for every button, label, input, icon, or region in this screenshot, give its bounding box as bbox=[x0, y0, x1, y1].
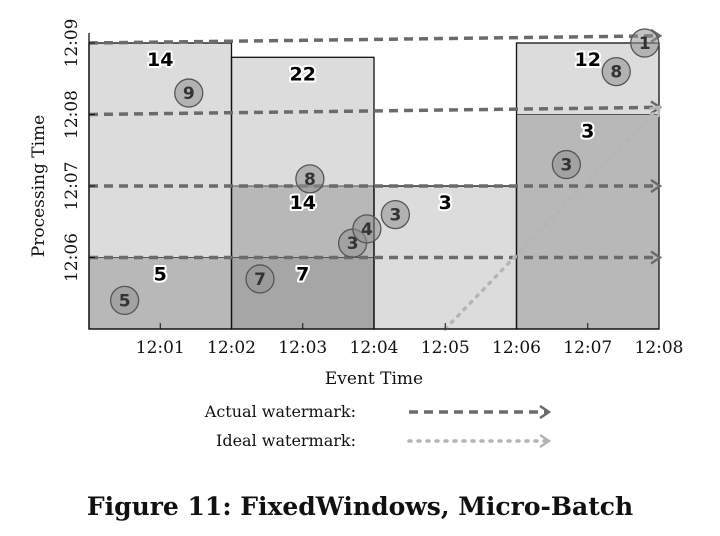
window-label: 3 bbox=[581, 121, 594, 143]
watermark-lines bbox=[88, 36, 659, 331]
data-point-value: 1 bbox=[639, 34, 651, 54]
data-point-value: 5 bbox=[119, 291, 131, 311]
actual-watermark-line bbox=[88, 36, 659, 45]
x-tick-label: 12:03 bbox=[278, 338, 327, 358]
window-label: 7 bbox=[296, 264, 309, 286]
window-label: 14 bbox=[147, 49, 173, 71]
data-point bbox=[174, 78, 204, 108]
window-pane bbox=[231, 57, 374, 186]
x-axis-title: Event Time bbox=[325, 369, 423, 389]
data-point-value: 3 bbox=[389, 206, 401, 226]
window-label: 22 bbox=[290, 63, 316, 85]
data-point bbox=[245, 264, 275, 294]
data-point-value: 3 bbox=[347, 234, 359, 254]
window-pane bbox=[516, 114, 659, 329]
data-point-value: 8 bbox=[610, 63, 622, 83]
x-tick-label: 12:04 bbox=[350, 338, 399, 358]
x-tick-label: 12:01 bbox=[136, 338, 185, 358]
window-pane bbox=[89, 43, 232, 258]
legend-label: Actual watermark: bbox=[204, 402, 356, 421]
window-label: 14 bbox=[290, 192, 316, 214]
window-panes bbox=[89, 43, 659, 329]
data-point-value: 9 bbox=[183, 84, 195, 104]
x-tick-label: 12:06 bbox=[492, 338, 541, 358]
figure-caption: Figure 11: FixedWindows, Micro-Batch bbox=[86, 492, 634, 521]
window-label: 3 bbox=[439, 192, 452, 214]
data-point-value: 3 bbox=[560, 156, 572, 176]
y-tick-label: 12:06 bbox=[62, 233, 82, 282]
window-label: 12 bbox=[575, 49, 601, 71]
window-pane bbox=[516, 43, 659, 115]
window-label: 5 bbox=[154, 264, 167, 286]
actual-watermark-line bbox=[88, 107, 659, 117]
legend: Actual watermark: Ideal watermark: bbox=[204, 402, 548, 450]
ideal-watermark-line bbox=[443, 107, 659, 331]
y-axis-title: Processing Time bbox=[29, 115, 49, 257]
data-point bbox=[630, 28, 660, 58]
data-point bbox=[295, 164, 325, 194]
data-point-value: 4 bbox=[361, 220, 373, 240]
x-tick-label: 12:08 bbox=[635, 338, 684, 358]
axes: 12:01 12:02 12:03 12:04 12:05 12:06 12:07 12:08… bbox=[29, 19, 684, 390]
data-point bbox=[380, 199, 411, 230]
data-point-value: 8 bbox=[304, 170, 316, 190]
data-point bbox=[352, 214, 382, 244]
legend-label: Ideal watermark: bbox=[216, 431, 356, 450]
x-tick-label: 12:05 bbox=[421, 338, 470, 358]
y-tick-label: 12:08 bbox=[62, 90, 82, 139]
data-point bbox=[551, 149, 582, 180]
data-point-value: 7 bbox=[254, 270, 266, 290]
x-tick-label: 12:07 bbox=[563, 338, 612, 358]
y-tick-label: 12:09 bbox=[62, 19, 82, 68]
y-tick-label: 12:07 bbox=[62, 162, 82, 211]
data-point bbox=[601, 56, 631, 87]
data-point bbox=[109, 285, 140, 316]
x-tick-label: 12:02 bbox=[207, 338, 256, 358]
